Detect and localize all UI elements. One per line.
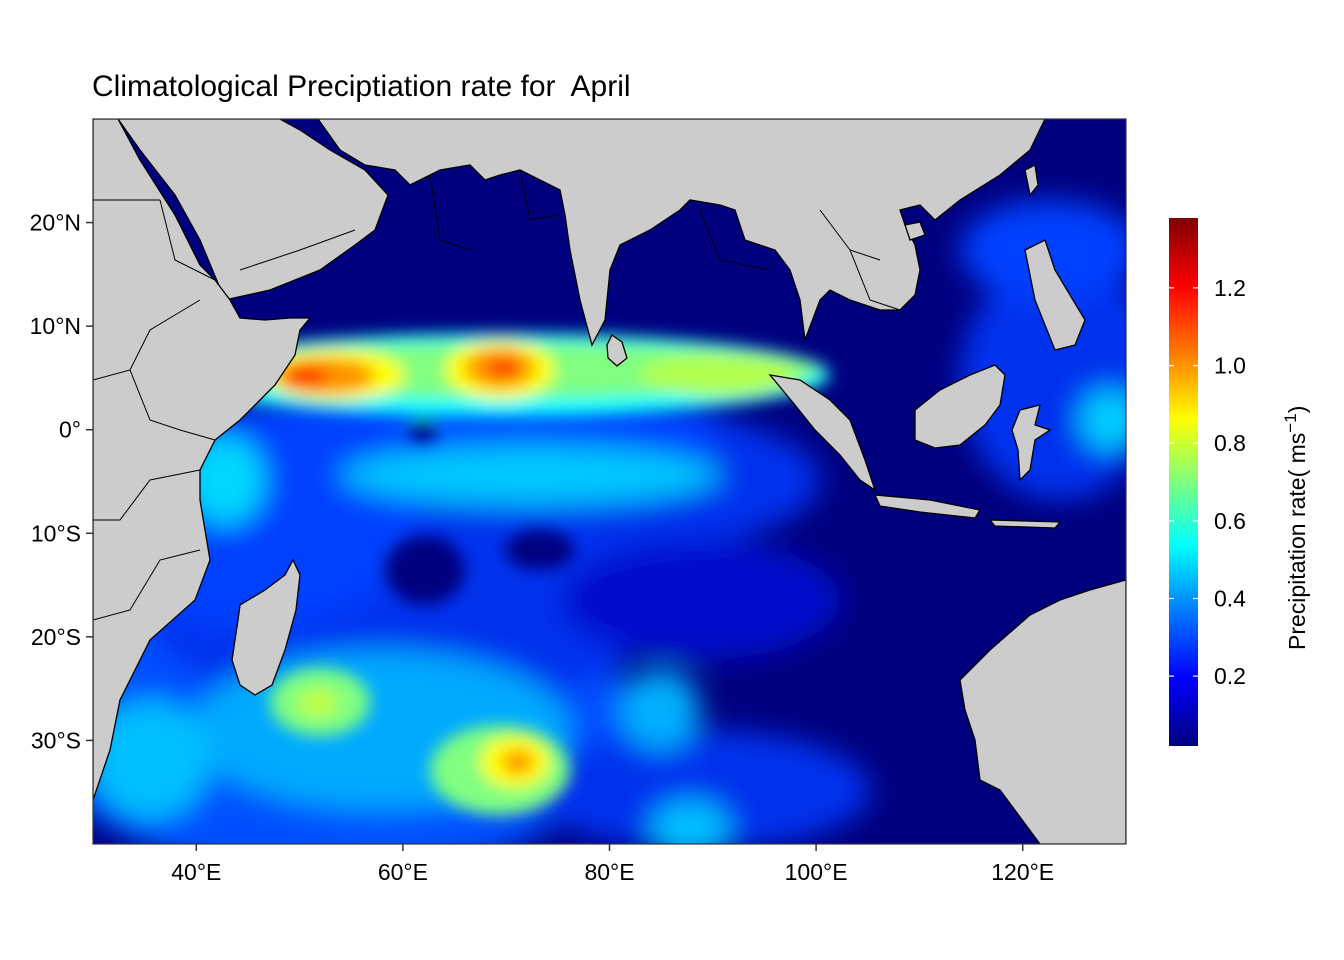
y-tick-label: 0° bbox=[59, 417, 81, 443]
colorbar-ticks: 0.2 0.4 0.6 0.8 1.0 1.2 bbox=[1169, 275, 1246, 689]
colorbar-tick-label: 0.4 bbox=[1214, 585, 1246, 611]
colorbar-tick-label: 0.6 bbox=[1214, 508, 1246, 534]
colorbar-tick-label: 1.2 bbox=[1214, 275, 1246, 301]
precipitation-maxima bbox=[170, 333, 830, 815]
x-axis: 40°E 60°E 80°E 100°E 120°E bbox=[171, 844, 1054, 885]
x-tick-label: 40°E bbox=[171, 859, 221, 885]
colorbar-title: Precipitation rate( ms−1) bbox=[1281, 406, 1311, 650]
x-tick-label: 100°E bbox=[785, 859, 848, 885]
x-tick-label: 80°E bbox=[584, 859, 634, 885]
sri-lanka bbox=[606, 334, 628, 367]
sumatra bbox=[768, 374, 877, 492]
colorbar: 0.2 0.4 0.6 0.8 1.0 1.2 Precipitation rate( m… bbox=[1169, 218, 1310, 746]
land bbox=[93, 119, 1126, 844]
y-axis: 20°N 10°N 0° 10°S 20°S 30°S bbox=[30, 210, 93, 753]
y-tick-label: 30°S bbox=[31, 727, 81, 753]
java bbox=[873, 494, 982, 519]
x-tick-label: 120°E bbox=[991, 859, 1054, 885]
africa bbox=[93, 119, 312, 801]
y-tick-label: 20°S bbox=[31, 624, 81, 650]
borders bbox=[93, 169, 901, 621]
lesser-sunda bbox=[988, 519, 1062, 529]
map-panel bbox=[93, 119, 1126, 844]
colorbar-tick-label: 1.0 bbox=[1214, 353, 1246, 379]
africa-arabia bbox=[93, 119, 1046, 347]
y-tick-label: 20°N bbox=[30, 210, 81, 236]
madagascar bbox=[231, 558, 301, 696]
chart-title: Climatological Preciptiation rate for Ap… bbox=[92, 70, 631, 103]
colorbar-gradient bbox=[1169, 218, 1198, 746]
y-tick-label: 10°S bbox=[31, 520, 81, 546]
sulawesi bbox=[1011, 404, 1052, 482]
colorbar-tick-label: 0.2 bbox=[1214, 663, 1246, 689]
taiwan bbox=[1024, 164, 1039, 197]
australia bbox=[959, 579, 1126, 844]
colorbar-tick-label: 0.8 bbox=[1214, 430, 1246, 456]
x-tick-label: 60°E bbox=[378, 859, 428, 885]
philippines bbox=[1024, 239, 1086, 351]
y-tick-label: 10°N bbox=[30, 313, 81, 339]
borneo bbox=[914, 364, 1006, 449]
hainan bbox=[904, 221, 926, 241]
